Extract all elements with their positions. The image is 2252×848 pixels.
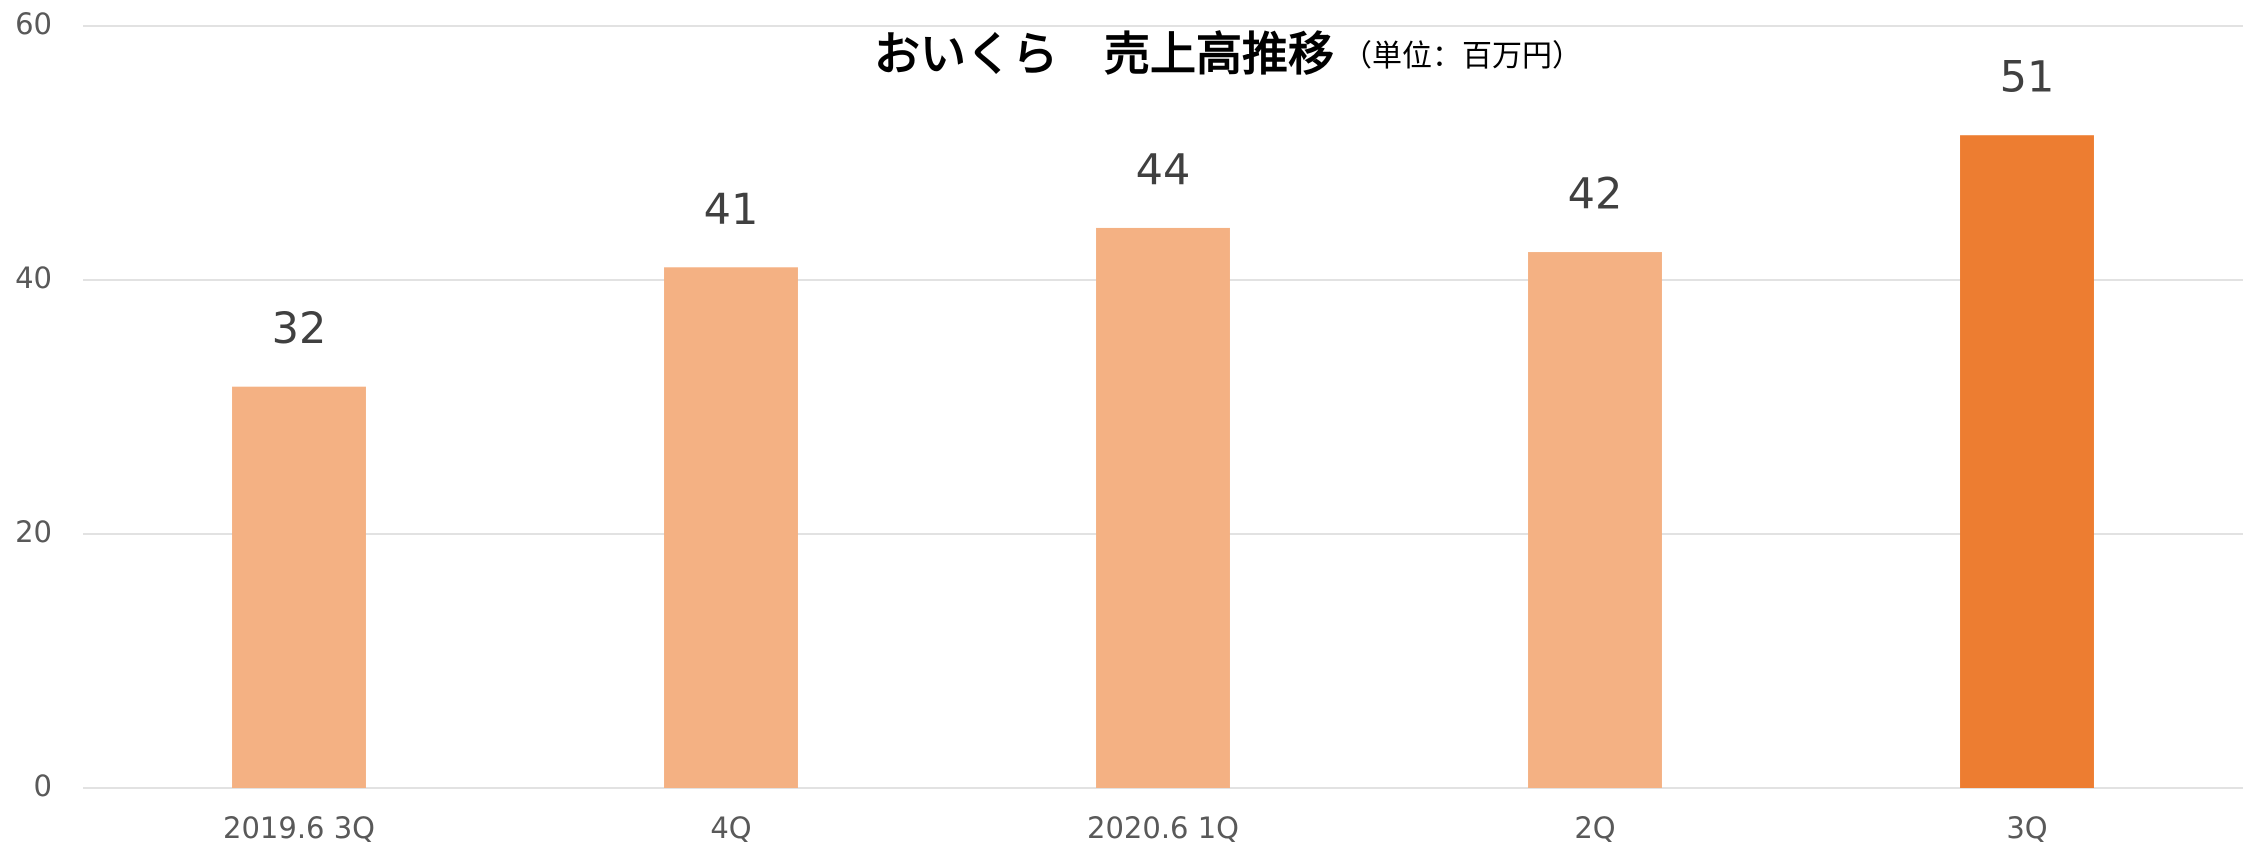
chart-subtitle: （単位：百万円） (1342, 39, 1582, 74)
data-label: 42 (1568, 170, 1623, 220)
y-tick-label: 60 (15, 7, 52, 41)
bar (664, 267, 798, 788)
chart-title: おいくら 売上高推移 (874, 27, 1334, 81)
y-tick-label: 0 (34, 769, 52, 803)
x-tick-label: 2019.6 3Q (223, 811, 375, 845)
bar (1096, 227, 1230, 788)
data-label: 44 (1136, 145, 1191, 195)
y-tick-label: 20 (15, 515, 52, 549)
x-tick-label: 2020.6 1Q (1087, 811, 1239, 845)
bar (1960, 135, 2094, 789)
x-tick-label: 4Q (710, 811, 751, 845)
data-label: 51 (2000, 53, 2055, 103)
x-tick-label: 3Q (2006, 811, 2047, 845)
data-label: 32 (272, 304, 327, 354)
bar (232, 386, 366, 788)
y-tick-label: 40 (15, 261, 52, 295)
data-label: 41 (704, 185, 759, 235)
x-tick-label: 2Q (1574, 811, 1615, 845)
chart-title-group: おいくら 売上高推移 （単位：百万円） (874, 27, 1582, 81)
bar (1528, 252, 1662, 788)
